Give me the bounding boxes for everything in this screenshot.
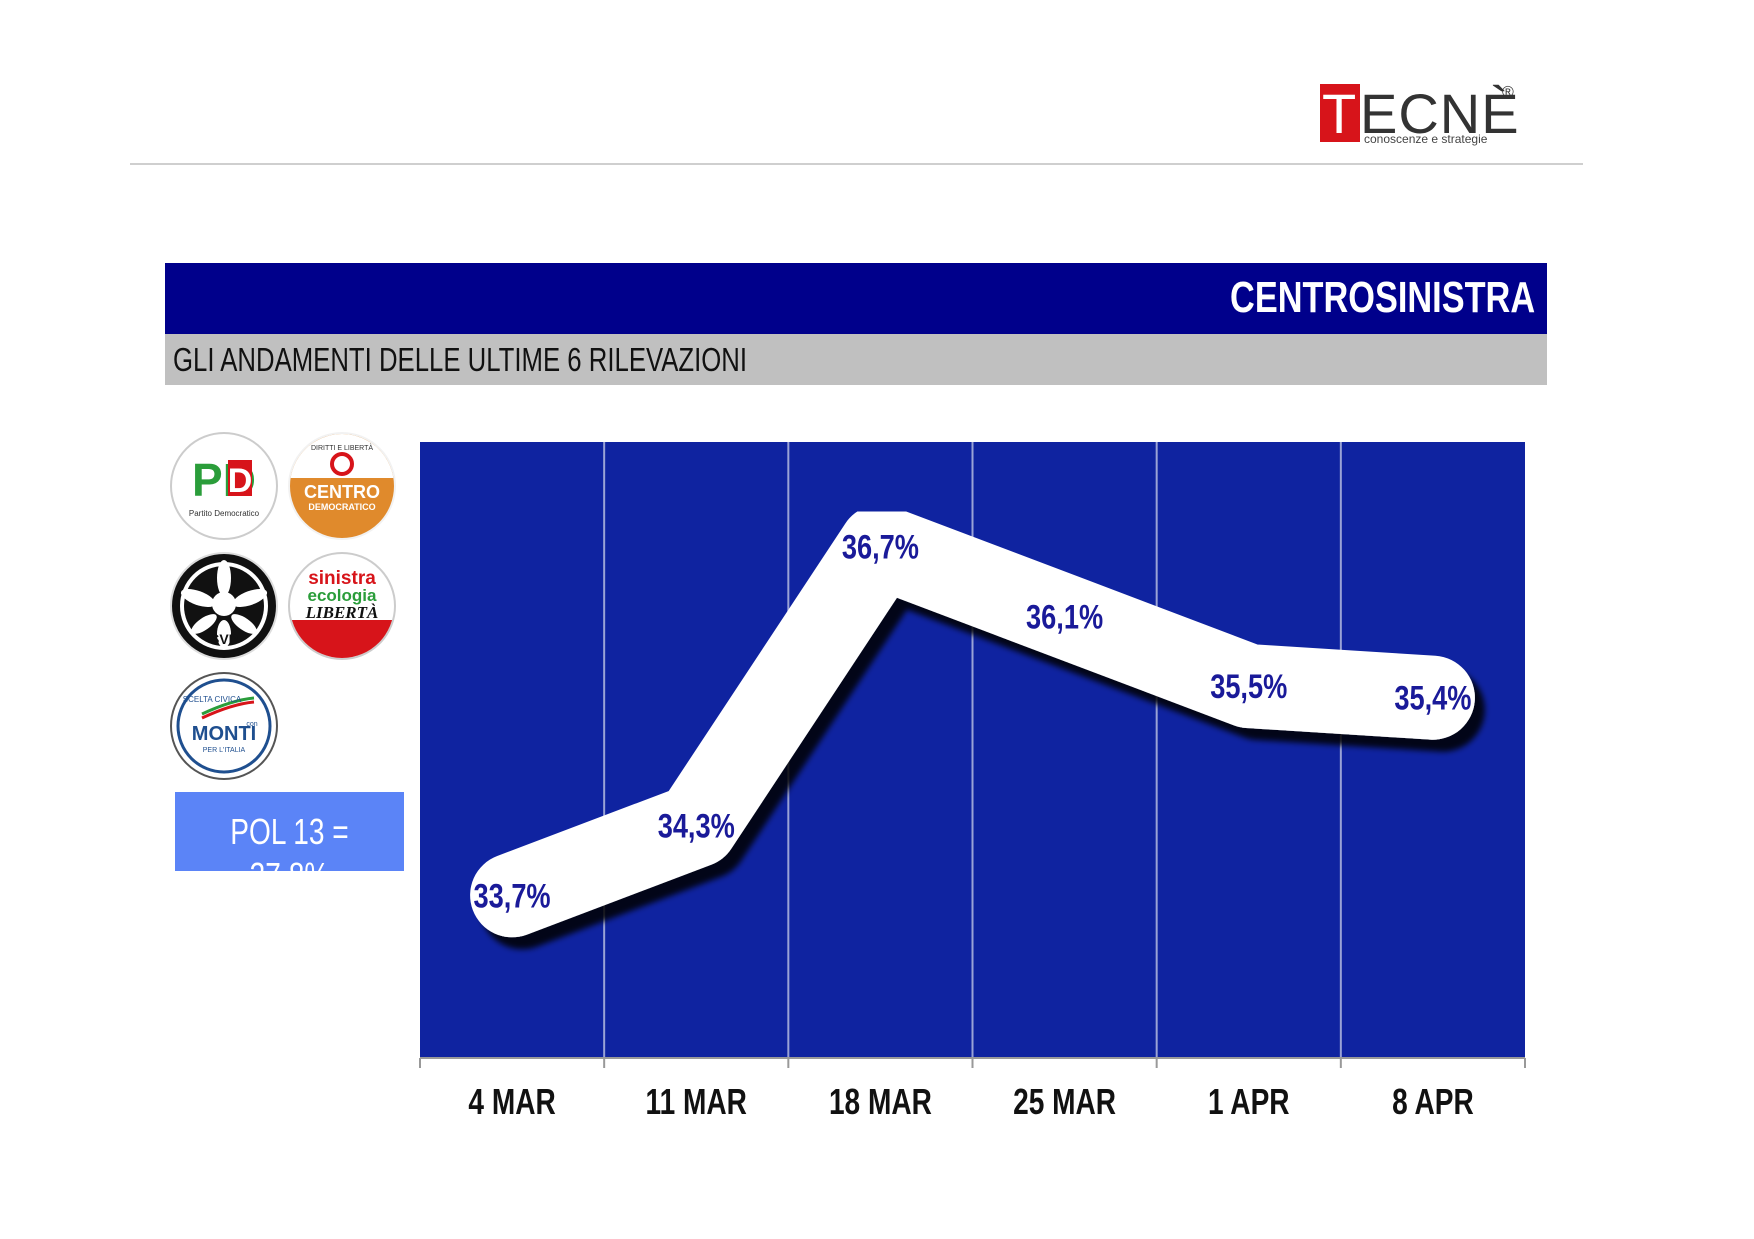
data-label: 35,5%	[1210, 667, 1287, 706]
x-tick-label: 11 MAR	[646, 1082, 747, 1122]
sc-sub: PER L'ITALIA	[203, 747, 246, 754]
logo-word: ECNÈ	[1360, 82, 1520, 145]
sc-top: SCELTA CIVICA	[183, 695, 242, 704]
centro-democratico-logo: DIRITTI E LIBERTÀ CENTRO DEMOCRATICO	[288, 432, 396, 540]
data-label: 34,3%	[658, 807, 735, 846]
logo-registered-mark: ®	[1502, 84, 1514, 101]
logo-letter: T	[1322, 82, 1357, 145]
scelta-civica-logo: SCELTA CIVICA con MONTI PER L'ITALIA	[170, 672, 278, 780]
pol-box: POL 13 = 37,8%	[175, 792, 404, 896]
cd-label: CENTRO	[304, 482, 380, 502]
data-label: 35,4%	[1394, 679, 1471, 718]
cd-top: DIRITTI E LIBERTÀ	[311, 443, 373, 452]
edelweiss-icon: SVP	[180, 560, 268, 650]
svp-label: SVP	[210, 631, 238, 647]
sc-con: con	[246, 721, 257, 728]
x-tick-label: 18 MAR	[829, 1082, 932, 1122]
x-axis-labels: 4 MAR 11 MAR 18 MAR 25 MAR 1 APR 8 APR	[468, 1082, 1473, 1122]
pd-logo: PD D Partito Democratico	[170, 432, 278, 540]
svg-text:D: D	[228, 462, 253, 500]
x-axis	[419, 1057, 1526, 1068]
subtitle-band: GLI ANDAMENTI DELLE ULTIME 6 RILEVAZIONI	[165, 334, 1547, 385]
tecne-logo: T ECNÈ ® conoscenze e strategie	[1320, 84, 1520, 150]
data-label: 36,1%	[1026, 597, 1103, 636]
sel-label2: ecologia	[308, 586, 378, 605]
sel-label1: sinistra	[308, 568, 376, 589]
logo-t-box: T	[1320, 84, 1360, 142]
cd-sub: DEMOCRATICO	[308, 502, 375, 512]
subtitle: GLI ANDAMENTI DELLE ULTIME 6 RILEVAZIONI	[173, 341, 748, 378]
title-band: CENTROSINISTRA	[165, 263, 1547, 334]
header-divider	[130, 163, 1583, 165]
data-label: 33,7%	[474, 876, 551, 915]
pd-icon: PD D Partito Democratico	[189, 454, 260, 518]
party-logos: PD D Partito Democratico DIRITTI E LIBER…	[168, 430, 408, 790]
x-tick-label: 25 MAR	[1013, 1082, 1116, 1122]
x-tick-label: 8 APR	[1392, 1082, 1474, 1122]
sc-label: MONTI	[192, 723, 256, 745]
sel-label3: LIBERTÀ	[305, 603, 379, 622]
x-tick-label: 1 APR	[1208, 1082, 1290, 1122]
scelta-civica-icon: SCELTA CIVICA con MONTI PER L'ITALIA	[176, 678, 272, 774]
band-title: CENTROSINISTRA	[1229, 273, 1535, 322]
data-label: 36,7%	[842, 528, 919, 567]
pol-text: POL 13 = 37,8%	[230, 811, 349, 896]
pd-sub: Partito Democratico	[189, 509, 260, 518]
value-labels: 33,7% 34,3% 36,7% 36,1% 35,5% 35,4%	[474, 528, 1472, 915]
logo-tagline: conoscenze e strategie	[1364, 132, 1488, 146]
series-line	[470, 504, 1475, 938]
x-tick-label: 4 MAR	[468, 1082, 555, 1122]
series-path	[470, 504, 1475, 938]
svp-logo: SVP	[170, 552, 278, 660]
